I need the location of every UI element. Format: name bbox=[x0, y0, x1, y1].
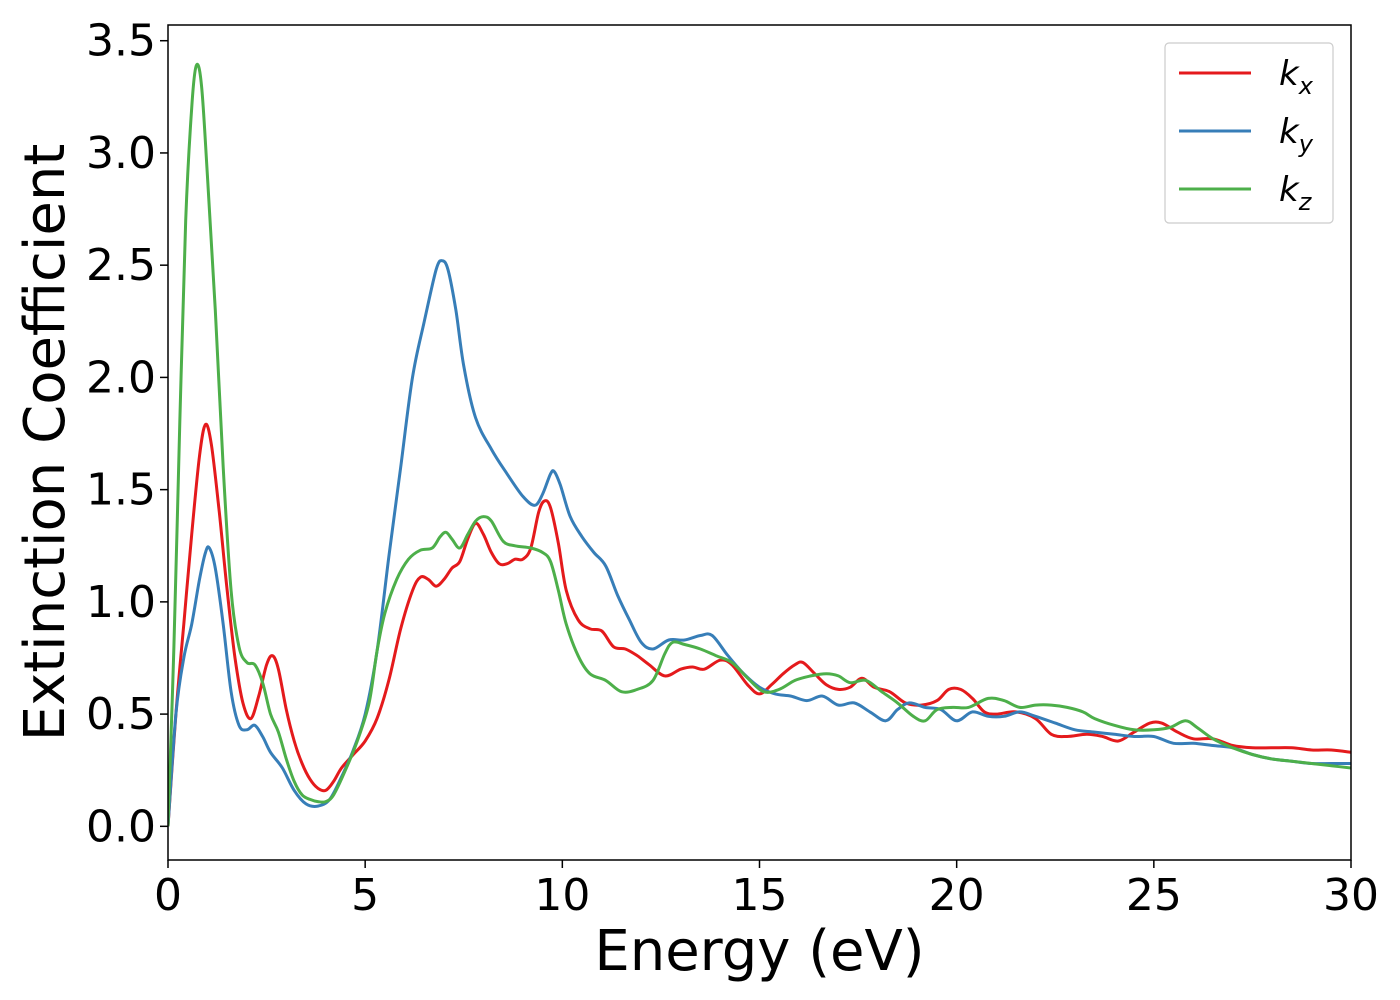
x-axis-label: Energy (eV) bbox=[594, 919, 924, 984]
series-line-ky bbox=[168, 259, 1351, 827]
x-tick-label: 20 bbox=[929, 870, 985, 921]
y-tick-label: 2.5 bbox=[86, 240, 156, 291]
y-tick-label: 3.0 bbox=[86, 128, 156, 179]
legend-label-kz: kz bbox=[1279, 170, 1313, 216]
x-tick-label: 15 bbox=[732, 870, 788, 921]
y-tick-label: 1.0 bbox=[86, 577, 156, 628]
legend-label-kx: kx bbox=[1279, 54, 1314, 100]
y-tick-label: 0.5 bbox=[86, 689, 156, 740]
legend: kx ky kz bbox=[1164, 42, 1334, 224]
series-line-kz bbox=[168, 62, 1351, 827]
y-axis-label: Extinction Coefficient bbox=[13, 144, 78, 742]
legend-box bbox=[1164, 42, 1334, 224]
x-tick-label: 0 bbox=[154, 870, 182, 921]
x-tick-label: 10 bbox=[534, 870, 590, 921]
series-line-kx bbox=[168, 422, 1351, 827]
x-tick-label: 5 bbox=[351, 870, 379, 921]
y-tick-label: 2.0 bbox=[86, 352, 156, 403]
series-layer bbox=[168, 62, 1351, 827]
y-tick-label: 3.5 bbox=[86, 16, 156, 67]
y-tick-label: 0.0 bbox=[86, 801, 156, 852]
y-tick-label: 1.5 bbox=[86, 465, 156, 516]
ticks-layer: 0 5 10 15 20 25 30 0.0 0.5 1.0 1.5 2.0 2.5 3.0 3.5 bbox=[86, 16, 1379, 921]
legend-label-ky: ky bbox=[1279, 112, 1314, 158]
plot-frame bbox=[167, 24, 1352, 861]
x-tick-label: 30 bbox=[1323, 870, 1379, 921]
x-tick-label: 25 bbox=[1126, 870, 1182, 921]
